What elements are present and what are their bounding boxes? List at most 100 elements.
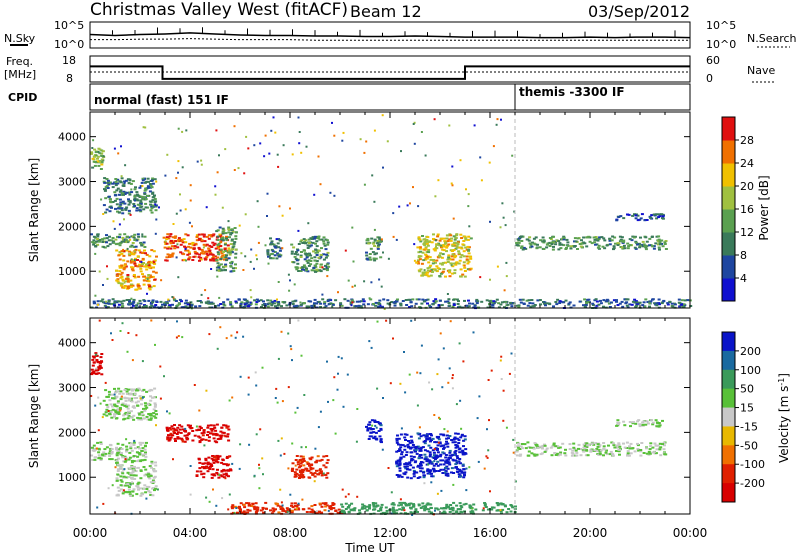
heat-cell	[140, 449, 144, 452]
heat-cell	[450, 237, 453, 240]
heat-cell	[309, 468, 313, 471]
heat-cell	[267, 255, 270, 258]
heat-cell	[592, 443, 596, 446]
heat-cell	[503, 306, 506, 309]
heat-cell	[398, 462, 402, 465]
heat-cell	[417, 464, 420, 467]
heat-cell	[127, 388, 131, 391]
heat-cell	[462, 250, 466, 253]
heat-cell	[147, 263, 151, 266]
heat-cell	[266, 251, 270, 254]
heat-cell	[123, 404, 127, 407]
heat-cell	[119, 466, 123, 469]
heat-cell	[451, 377, 454, 380]
heat-cell	[222, 473, 226, 476]
heat-cell	[126, 484, 130, 487]
heat-cell	[192, 255, 196, 258]
heat-cell	[395, 450, 399, 453]
heat-cell	[290, 348, 293, 351]
heat-cell	[409, 502, 413, 505]
heat-cell	[175, 177, 178, 180]
heat-cell	[489, 306, 493, 309]
heat-cell	[105, 408, 109, 411]
heat-cell	[622, 241, 626, 243]
heat-cell	[590, 242, 594, 245]
heat-cell	[128, 442, 132, 445]
heat-cell	[132, 236, 136, 239]
heat-cell	[229, 303, 233, 306]
heat-cell	[407, 298, 411, 301]
heat-cell	[661, 245, 665, 248]
heat-cell	[649, 442, 653, 445]
heat-cell	[253, 267, 255, 270]
heat-cell	[120, 250, 124, 253]
heat-cell	[400, 453, 404, 456]
heat-cell	[121, 305, 125, 308]
heat-cell	[461, 243, 465, 246]
heat-cell	[358, 300, 362, 303]
heat-cell	[601, 245, 605, 248]
heat-cell	[447, 302, 451, 304]
heat-cell	[255, 509, 259, 512]
heat-cell	[224, 435, 228, 438]
heat-cell	[146, 177, 150, 180]
x-tick-label: 04:00	[173, 526, 208, 540]
heat-cell	[471, 302, 475, 305]
heat-cell	[217, 269, 221, 272]
heat-cell	[466, 238, 470, 241]
heat-cell	[452, 304, 456, 306]
heat-cell	[221, 230, 225, 233]
heat-cell	[116, 400, 120, 403]
heat-cell	[448, 463, 452, 466]
heat-cell	[457, 252, 461, 255]
heat-cell	[659, 446, 663, 449]
heat-cell	[542, 240, 546, 243]
heat-cell	[416, 445, 420, 448]
heat-cell	[434, 261, 437, 264]
heat-cell	[92, 361, 96, 364]
heat-cell	[376, 504, 379, 507]
heat-cell	[149, 481, 153, 484]
heat-cell	[416, 259, 420, 262]
heat-cell	[269, 302, 273, 305]
heat-cell	[445, 503, 449, 506]
heat-cell	[115, 274, 119, 277]
heat-cell	[426, 469, 430, 472]
heat-cell	[154, 343, 156, 346]
heat-cell	[451, 387, 454, 390]
heat-cell	[645, 452, 649, 455]
heat-cell	[187, 258, 191, 261]
heat-cell	[423, 509, 427, 512]
heat-cell	[410, 439, 414, 442]
heat-cell	[166, 253, 170, 256]
heat-cell	[207, 297, 210, 300]
heat-cell	[341, 488, 344, 491]
heat-cell	[309, 458, 313, 461]
heat-cell	[115, 494, 119, 497]
heat-cell	[487, 379, 490, 381]
heat-cell	[247, 502, 251, 505]
heat-cell	[654, 242, 658, 245]
heat-cell	[116, 178, 120, 181]
nave-label: Nave	[747, 64, 775, 77]
heat-cell	[553, 452, 557, 454]
heat-cell	[209, 252, 213, 255]
x-tick-label: 08:00	[273, 526, 308, 540]
heat-cell	[119, 282, 123, 285]
heat-cell	[254, 371, 257, 374]
heat-cell	[143, 448, 147, 451]
heat-cell	[295, 268, 299, 271]
heat-cell	[202, 429, 206, 432]
heat-cell	[344, 508, 348, 510]
heat-cell	[197, 246, 201, 249]
heat-cell	[175, 433, 179, 435]
heat-cell	[361, 506, 365, 509]
heat-cell	[582, 304, 585, 307]
heat-cell	[97, 454, 101, 457]
heat-cell	[577, 443, 581, 446]
heat-cell	[112, 303, 116, 306]
heat-cell	[618, 445, 622, 448]
heat-cell	[170, 253, 174, 256]
heat-cell	[171, 252, 175, 255]
heat-cell	[443, 511, 447, 514]
